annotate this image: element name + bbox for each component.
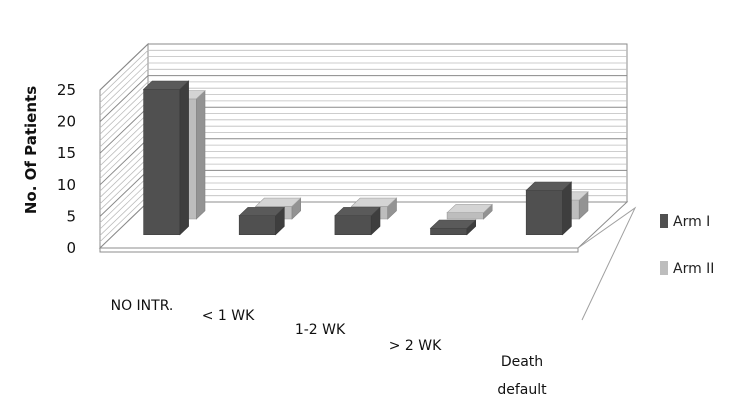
bar-top-face [142, 80, 190, 90]
gridline [99, 62, 627, 110]
back-wall [147, 43, 628, 203]
legend-swatch [660, 214, 668, 228]
bar-top-face [446, 204, 493, 213]
x-category-label: NO INTR. [111, 298, 174, 314]
y-tick-label: 0 [66, 239, 76, 257]
y-axis-title: No. Of Patients [22, 86, 40, 214]
bar-arm-i [525, 181, 573, 236]
y-tick-label: 20 [57, 113, 76, 131]
x-category-label-line2: default [497, 382, 547, 398]
bars [142, 80, 589, 236]
y-tick-label: 25 [57, 81, 76, 99]
bar-front-face [525, 190, 563, 235]
gridline [99, 81, 627, 129]
gridline [99, 49, 627, 97]
legend: Arm I Arm II [660, 214, 714, 277]
y-axis-ticks: 0 5 10 15 20 25 [57, 81, 76, 257]
bar-top-face [525, 181, 573, 191]
bar-side-face [562, 181, 572, 236]
bar-front-face [430, 228, 468, 235]
gridline [99, 56, 627, 103]
gridline [99, 68, 627, 116]
bar-side-face [196, 90, 206, 220]
bar-front-face [143, 89, 181, 235]
y-tick-label: 5 [66, 207, 76, 225]
bar-top-face [334, 207, 381, 216]
bar-front-face [238, 215, 276, 235]
gridline [99, 75, 627, 122]
legend-swatch [660, 261, 668, 275]
floor-side-edge [577, 206, 637, 321]
bar-arm-i [142, 80, 190, 236]
bar-top-face [254, 197, 302, 207]
legend-label: Arm I [673, 214, 710, 230]
bar-front-face [334, 215, 372, 235]
bar-top-face [429, 219, 477, 229]
y-tick-label: 10 [57, 176, 76, 194]
floor-edge [99, 248, 579, 253]
bar-front-face [446, 212, 484, 220]
bar-top-face [350, 197, 398, 207]
x-axis-categories: NO INTR. < 1 WK 1-2 WK > 2 WK Death default [111, 298, 548, 398]
bar-top-face [238, 207, 286, 216]
legend-label: Arm II [673, 261, 714, 277]
y-tick-label: 15 [57, 144, 76, 162]
x-category-label: < 1 WK [202, 308, 255, 324]
bar-arm-i [238, 206, 286, 236]
x-category-label: Death [501, 354, 543, 370]
x-category-label: > 2 WK [389, 338, 442, 354]
x-category-label: 1-2 WK [295, 322, 346, 338]
bar-side-face [179, 80, 189, 236]
gridline [99, 43, 627, 91]
bar-arm-ii [446, 203, 493, 220]
bar-arm-i [429, 219, 477, 236]
bar-arm-i [334, 206, 381, 236]
